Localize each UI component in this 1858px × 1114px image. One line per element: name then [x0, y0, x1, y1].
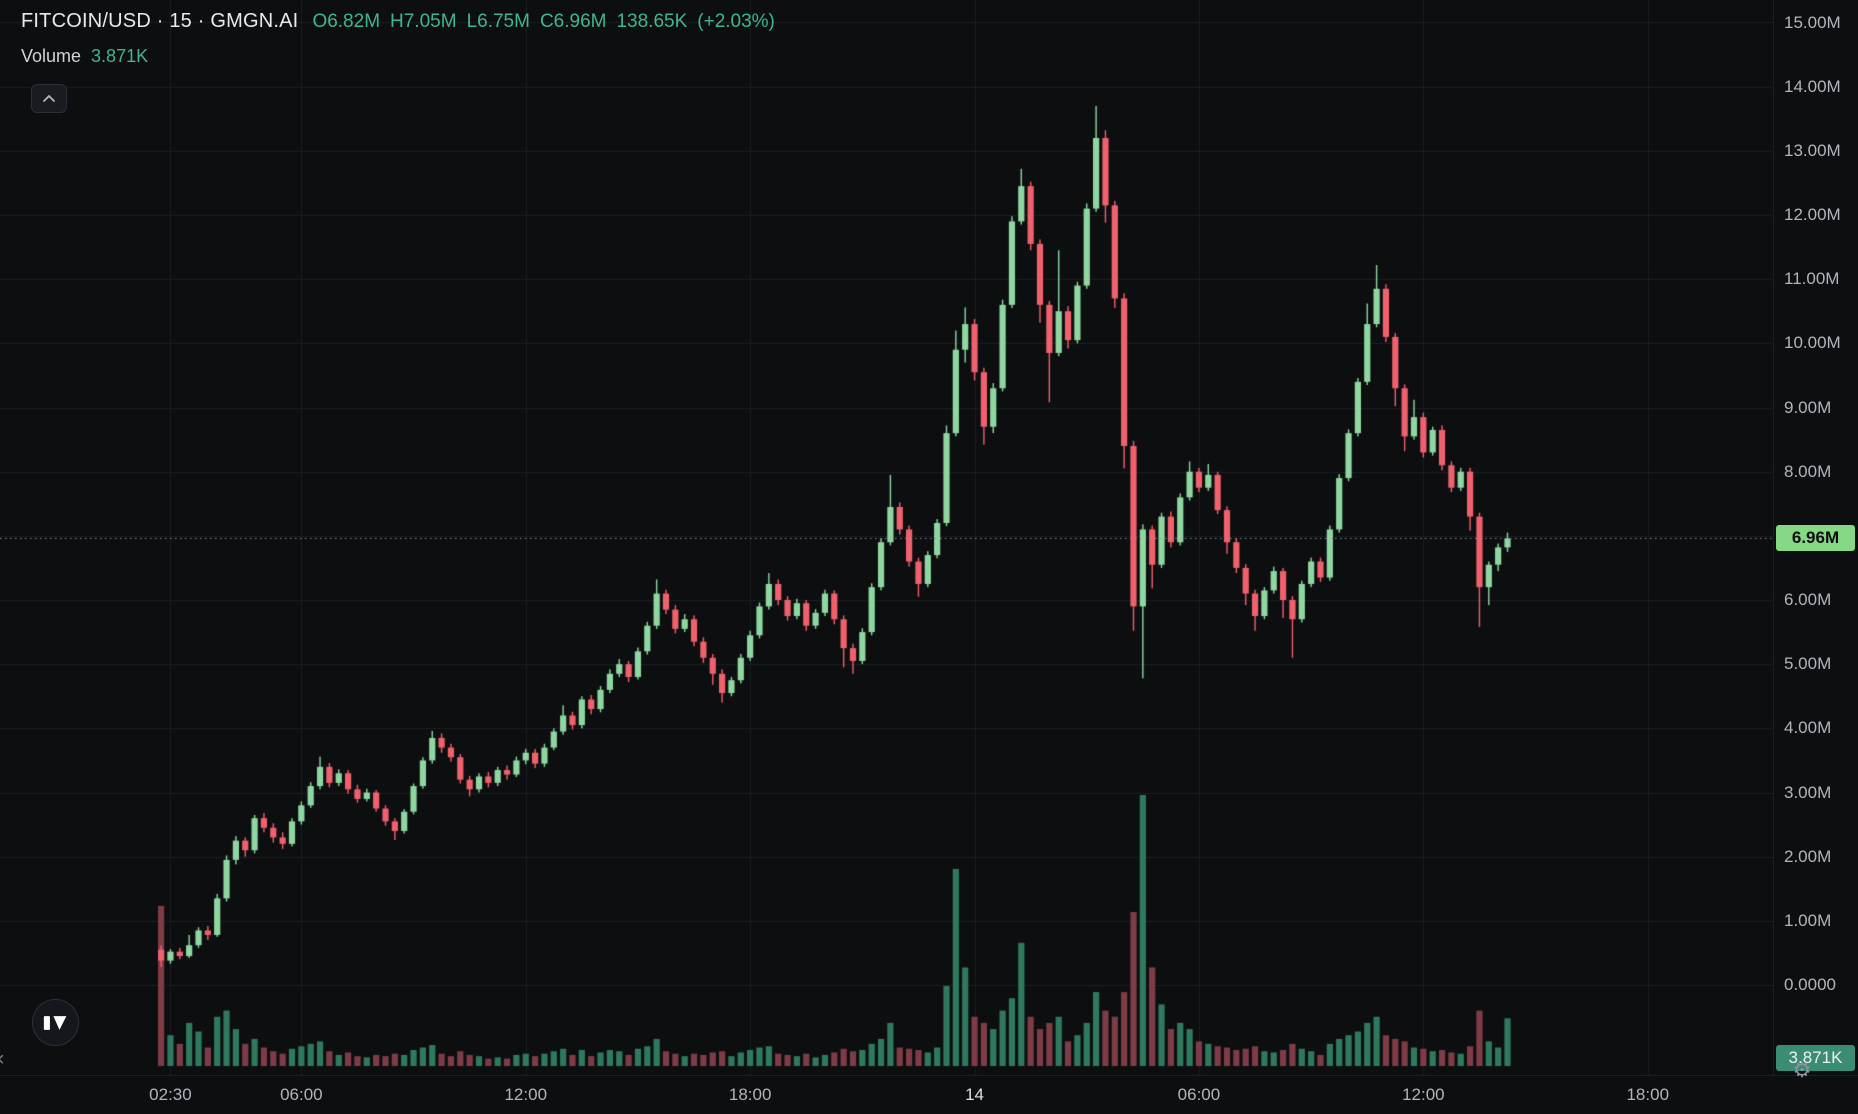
volume-value: 3.871K: [91, 46, 149, 66]
ohlc-low: L6.75M: [466, 11, 530, 32]
price-axis[interactable]: 15.00M 14.00M 13.00M 12.00M 11.00M 10.00M 9.00…: [1773, 0, 1858, 1075]
price-tick-label: 3.00M: [1784, 782, 1832, 802]
price-tick-label: 15.00M: [1784, 12, 1841, 32]
time-tick-label: 12:00: [504, 1085, 548, 1104]
ohlc-open: O6.82M: [312, 11, 381, 32]
price-tick-label: 5.00M: [1784, 654, 1832, 674]
last-price-badge: 6.96M: [1776, 525, 1855, 552]
symbol-title[interactable]: FITCOIN/USD · 15 · GMGN.AI: [21, 10, 299, 32]
chevron-up-icon: [42, 94, 56, 103]
gear-icon[interactable]: ⚙: [1792, 1059, 1812, 1082]
price-tick-label: 2.00M: [1784, 846, 1832, 866]
time-tick-label: 02:30: [149, 1085, 192, 1104]
collapse-legend-button[interactable]: [31, 84, 67, 113]
price-tick-label: 8.00M: [1784, 461, 1832, 481]
change-absolute: 138.65K: [616, 11, 688, 32]
price-tick-label: 13.00M: [1784, 140, 1841, 160]
ohlc-values: O6.82M H7.05M L6.75M C6.96M 138.65K (+2.…: [312, 11, 774, 33]
price-tick-label: 1.00M: [1784, 910, 1832, 930]
price-tick-label: 0.0000: [1784, 975, 1836, 994]
time-tick-label: 12:00: [1402, 1085, 1445, 1104]
price-tick-label: 14.00M: [1784, 76, 1841, 96]
last-volume-badge: 3.871K: [1776, 1045, 1855, 1071]
time-tick-label: 18:00: [728, 1085, 772, 1104]
change-percent: (+2.03%): [697, 11, 775, 32]
candlestick-chart-canvas[interactable]: [0, 0, 1773, 1075]
chart-legend-row: FITCOIN/USD · 15 · GMGN.AI O6.82M H7.05M…: [21, 10, 775, 33]
time-tick-label: 18:00: [1626, 1085, 1670, 1104]
price-tick-label: 11.00M: [1784, 269, 1840, 289]
price-tick-label: 10.00M: [1784, 333, 1841, 353]
price-tick-label: 12.00M: [1784, 205, 1841, 224]
ohlc-high: H7.05M: [390, 11, 457, 32]
volume-legend-row: Volume 3.871K: [21, 46, 148, 67]
volume-label[interactable]: Volume: [21, 46, 82, 66]
cropped-close-icon: ×: [0, 1049, 5, 1072]
time-tick-label: 06:00: [280, 1085, 323, 1104]
price-tick-label: 9.00M: [1784, 397, 1832, 417]
tradingview-logo[interactable]: [32, 999, 79, 1046]
price-tick-label: 4.00M: [1784, 718, 1832, 738]
time-tick-label: 06:00: [1177, 1085, 1221, 1104]
time-axis[interactable]: 02:30 06:00 12:00 18:00 14 06:00 12:00 18:00: [0, 1075, 1858, 1114]
tradingview-logo-icon: [43, 1013, 69, 1033]
time-tick-label: 14: [965, 1085, 985, 1104]
ohlc-close: C6.96M: [539, 11, 607, 32]
price-tick-label: 6.00M: [1784, 590, 1832, 609]
